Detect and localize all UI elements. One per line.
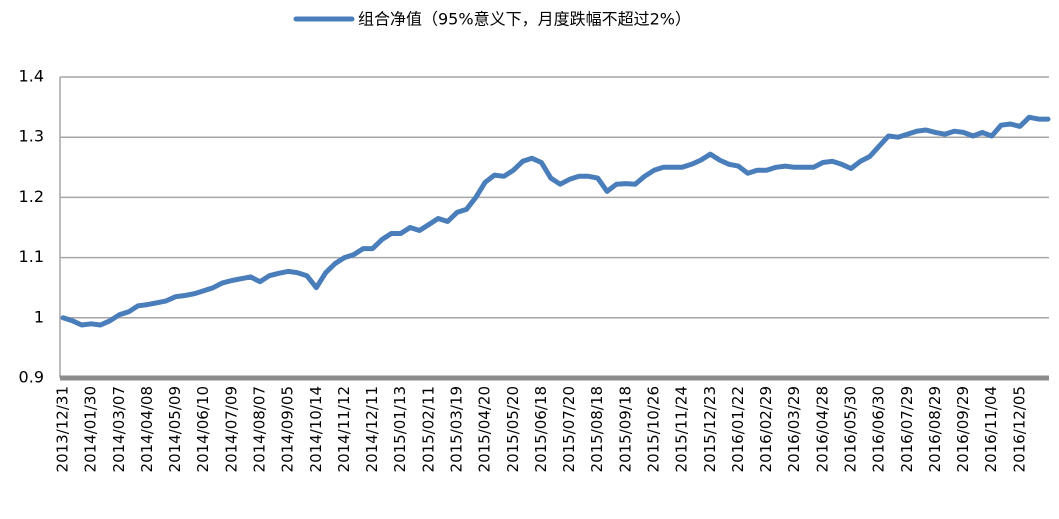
x-tick-label: 2015/02/11 (419, 386, 437, 472)
x-tick-label: 2016/12/05 (1010, 386, 1028, 472)
x-tick-label: 2015/03/19 (448, 386, 466, 472)
y-tick-label: 0.9 (19, 368, 44, 387)
x-tick-label: 2014/12/11 (363, 386, 381, 472)
x-tick-label: 2014/06/10 (194, 386, 212, 472)
x-tick-label: 2016/05/30 (842, 386, 860, 472)
x-tick-label: 2014/11/12 (335, 386, 353, 472)
x-tick-label: 2014/10/14 (307, 386, 325, 472)
x-tick-label: 2016/08/29 (926, 386, 944, 472)
x-tick-label: 2014/07/09 (222, 386, 240, 472)
x-tick-label: 2015/11/24 (673, 386, 691, 472)
x-tick-label: 2015/12/23 (701, 386, 719, 472)
y-tick-label: 1.2 (19, 187, 44, 206)
x-tick-label: 2015/07/20 (560, 386, 578, 472)
x-tick-label: 2014/09/05 (279, 386, 297, 472)
x-tick-label: 2015/01/13 (391, 386, 409, 472)
x-tick-label: 2014/08/07 (251, 386, 269, 472)
x-tick-label: 2014/04/08 (138, 386, 156, 472)
data-line (60, 114, 1051, 328)
y-tick-label: 1 (34, 307, 44, 326)
legend-label: 组合净值（95%意义下，月度跌幅不超过2%） (358, 10, 691, 29)
x-tick-label: 2016/07/29 (898, 386, 916, 472)
x-tick-label: 2014/05/09 (166, 386, 184, 472)
x-tick-label: 2016/04/28 (813, 386, 831, 472)
x-tick-label: 2016/11/04 (982, 386, 1000, 472)
x-tick-label: 2016/01/22 (729, 386, 747, 472)
y-tick-label: 1.3 (19, 127, 44, 146)
x-tick-label: 2015/09/18 (616, 386, 634, 472)
x-tick-label: 2015/08/18 (588, 386, 606, 472)
x-tick-label: 2016/06/30 (870, 386, 888, 472)
x-tick-label: 2016/02/29 (757, 386, 775, 472)
x-tick-label: 2014/03/07 (110, 386, 128, 472)
y-tick-label: 1.4 (19, 67, 44, 86)
x-tick-label: 2014/01/30 (82, 386, 100, 472)
x-tick-label: 2016/09/29 (954, 386, 972, 472)
x-tick-label: 2016/03/29 (785, 386, 803, 472)
x-tick-label: 2015/06/18 (532, 386, 550, 472)
y-tick-label: 1.1 (19, 247, 44, 266)
x-tick-label: 2015/05/20 (504, 386, 522, 472)
x-tick-label: 2015/04/20 (476, 386, 494, 472)
x-tick-label: 2015/10/26 (645, 386, 663, 472)
x-tick-label: 2013/12/31 (54, 386, 72, 472)
